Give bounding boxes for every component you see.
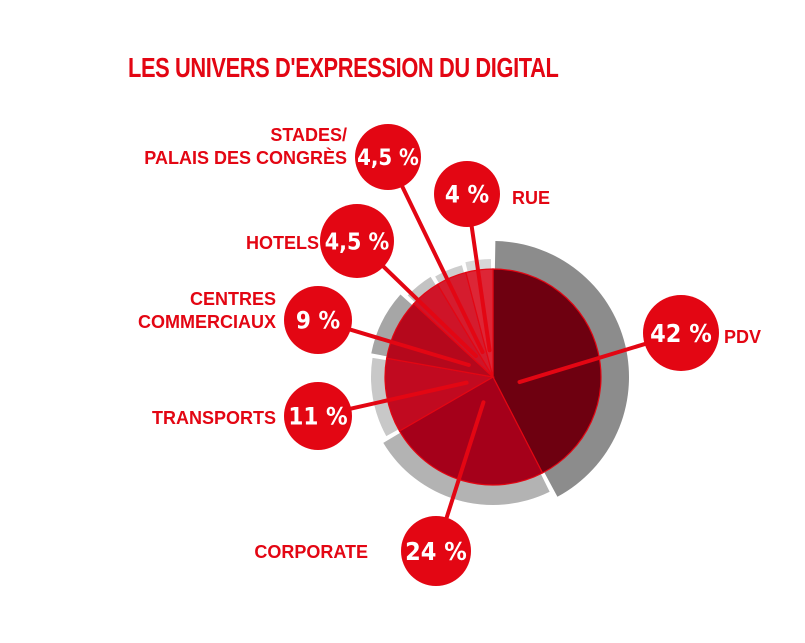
category-label-stades-palais-des-congres: STADES/PALAIS DES CONGRÈS	[144, 125, 347, 168]
category-label-transports: TRANSPORTS	[152, 408, 276, 428]
leader-pdv	[517, 342, 647, 385]
value-label-rue: 4 %	[445, 181, 489, 209]
leader-transports	[349, 380, 469, 411]
category-label-corporate: CORPORATE	[254, 542, 368, 562]
category-label-centres-commerciaux: CENTRES COMMERCIAUX	[138, 289, 276, 332]
bubble-pdv	[643, 295, 719, 371]
bubble-stades-palais-des-congres	[355, 124, 421, 190]
slice-pdv	[492, 268, 602, 474]
value-label-transports: 11 %	[288, 403, 347, 431]
leader-stades-palais-des-congres	[400, 184, 485, 355]
slice-corporate	[398, 376, 544, 486]
leader-centres-commerciaux	[348, 327, 471, 368]
bubble-transports	[284, 382, 352, 450]
leader-rue	[469, 224, 492, 353]
bubble-rue	[434, 161, 500, 227]
value-label-stades-palais-des-congres: 4,5 %	[357, 146, 419, 171]
chart-title: LES UNIVERS D'EXPRESSION DU DIGITAL	[128, 52, 559, 83]
ring-corporate	[383, 431, 550, 505]
value-label-centres-commerciaux: 9 %	[296, 307, 340, 335]
category-label-pdv: PDV	[724, 327, 761, 347]
slice-transports	[384, 357, 495, 432]
category-labels: PDV CORPORATE TRANSPORTS CENTRES COMMERCIAUX…	[138, 125, 761, 562]
category-label-hotels: HOTELS	[246, 233, 319, 253]
bubble-corporate	[401, 516, 471, 586]
ring-pdv	[494, 241, 629, 497]
category-label-rue: RUE	[512, 188, 550, 208]
value-label-pdv: 42 %	[650, 319, 712, 348]
leader-hotels	[381, 264, 478, 359]
ring-stades-palais-des-congres	[435, 265, 465, 286]
ring-centres-commerciaux	[371, 294, 414, 357]
leader-lines	[348, 184, 647, 520]
leader-corporate	[444, 400, 486, 520]
bubble-centres-commerciaux	[284, 286, 352, 354]
bubble-hotels	[320, 204, 394, 278]
value-bubbles: 42 % 24 % 11 % 9 % 4,5 % 4,5 % 4 %	[284, 124, 719, 586]
pie-slices	[384, 268, 602, 486]
value-label-hotels: 4,5 %	[325, 229, 390, 255]
value-label-corporate: 24 %	[405, 537, 467, 566]
